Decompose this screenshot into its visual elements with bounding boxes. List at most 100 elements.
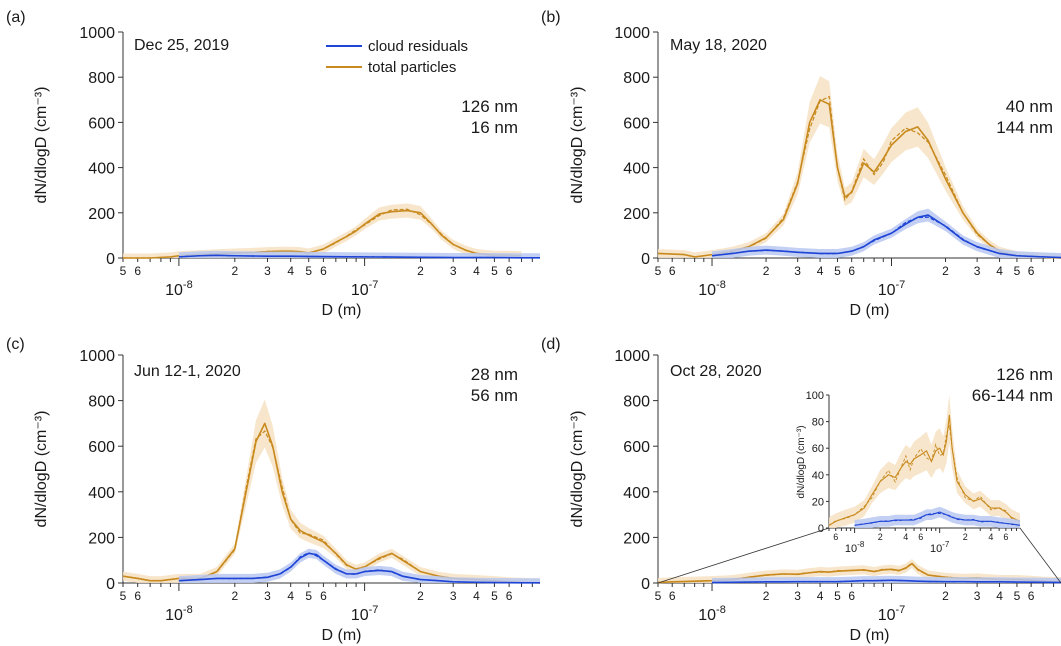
x-minor-tick-label: 4 — [287, 589, 294, 603]
y-tick-label: 800 — [623, 394, 650, 411]
inset-x-minor-tick-label: 2 — [963, 532, 968, 542]
x-axis-label: D (m) — [850, 627, 890, 644]
y-tick-label: 600 — [88, 439, 115, 456]
total-particles-band — [658, 76, 1061, 258]
y-tick-label: 1000 — [614, 348, 650, 365]
x-minor-tick-label: 5 — [120, 589, 127, 603]
panel-label-a: (a) — [6, 9, 26, 26]
x-major-tick-label: 10-7 — [878, 604, 906, 624]
y-tick-label: 0 — [106, 576, 115, 593]
y-tick-label: 400 — [623, 485, 650, 502]
x-major-tick-label: 10-7 — [351, 604, 379, 624]
y-tick-label: 200 — [623, 206, 650, 223]
x-minor-tick-label: 6 — [848, 589, 855, 603]
y-tick-label: 600 — [623, 115, 650, 132]
x-minor-tick-label: 2 — [942, 264, 949, 278]
x-minor-tick-label: 6 — [134, 589, 141, 603]
panel-label-b: (b) — [541, 9, 561, 26]
y-tick-label: 1000 — [614, 25, 650, 42]
x-minor-tick-label: 3 — [974, 589, 981, 603]
y-tick-label: 1000 — [79, 25, 115, 42]
x-minor-tick-label: 5 — [834, 589, 841, 603]
x-minor-tick-label: 5 — [655, 264, 662, 278]
inset-x-major-tick-label: 10-8 — [845, 540, 865, 555]
legend-label-total: total particles — [368, 59, 456, 76]
x-minor-tick-label: 4 — [817, 264, 824, 278]
inset-y-tick-label: 20 — [812, 496, 824, 508]
x-minor-tick-label: 2 — [231, 264, 238, 278]
panel-label-d: (d) — [541, 336, 561, 353]
inset-connector-right — [1019, 527, 1061, 584]
inset-total-line — [828, 414, 1021, 526]
y-tick-label: 400 — [88, 485, 115, 502]
size-total-c: 28 nm — [471, 365, 518, 384]
x-minor-tick-label: 5 — [655, 589, 662, 603]
legend: cloud residuals total particles — [326, 38, 468, 76]
total-particles-band — [123, 399, 540, 583]
inset-x-major-tick-label: 10-7 — [930, 540, 950, 555]
y-tick-label: 0 — [641, 576, 650, 593]
x-minor-tick-label: 2 — [763, 589, 770, 603]
x-minor-tick-label: 5 — [491, 589, 498, 603]
x-minor-tick-label: 6 — [848, 264, 855, 278]
x-minor-tick-label: 5 — [1014, 589, 1021, 603]
y-axis-label: dN/dlogD (cm⁻³) — [569, 411, 586, 528]
y-tick-label: 600 — [88, 115, 115, 132]
panel-a: (a) Dec 25, 2019 126 nm 16 nm cloud resi… — [6, 9, 541, 319]
x-minor-tick-label: 6 — [134, 264, 141, 278]
inset-connector-left — [657, 527, 830, 584]
inset-residual-dashed-line — [854, 513, 1021, 526]
total-particles-band — [658, 559, 1061, 583]
inset-total-band — [829, 395, 1020, 528]
total-particles-dashed-line — [122, 430, 541, 584]
x-minor-tick-label: 3 — [264, 589, 271, 603]
x-minor-tick-label: 4 — [287, 264, 294, 278]
inset-x-minor-tick-label: 6 — [918, 532, 923, 542]
x-minor-tick-label: 5 — [305, 589, 312, 603]
x-minor-tick-label: 5 — [491, 264, 498, 278]
x-major-tick-label: 10-7 — [351, 279, 379, 299]
size-total-b: 40 nm — [1006, 97, 1053, 116]
y-tick-label: 0 — [641, 251, 650, 268]
x-minor-tick-label: 4 — [817, 589, 824, 603]
x-minor-tick-label: 5 — [120, 264, 127, 278]
panel-b: (b) May 18, 2020 40 nm 144 nm 0 200 400 600… — [541, 9, 1061, 319]
inset-x-minor-tick-label: 6 — [833, 532, 838, 542]
cloud-residuals-band — [178, 548, 540, 583]
x-minor-tick-label: 4 — [996, 264, 1003, 278]
size-residual-a: 16 nm — [471, 118, 518, 137]
inset-x-minor-tick-label: 4 — [988, 532, 993, 542]
inset-y-tick-label: 100 — [806, 390, 824, 402]
chart-title-b: May 18, 2020 — [670, 37, 767, 54]
y-tick-label: 800 — [88, 70, 115, 87]
x-minor-tick-label: 6 — [506, 589, 513, 603]
chart-title-c: Jun 12-1, 2020 — [134, 363, 241, 380]
panel-label-c: (c) — [6, 336, 25, 353]
y-tick-label: 800 — [88, 394, 115, 411]
x-minor-tick-label: 2 — [417, 589, 424, 603]
inset-y-tick-label: 0 — [818, 523, 824, 535]
x-minor-tick-label: 6 — [669, 589, 676, 603]
size-residual-b: 144 nm — [996, 118, 1053, 137]
total-particles-band — [123, 203, 522, 258]
chart-title-a: Dec 25, 2019 — [134, 37, 229, 54]
y-tick-label: 400 — [623, 161, 650, 178]
x-minor-tick-label: 3 — [794, 264, 801, 278]
x-major-tick-label: 10-8 — [165, 604, 193, 624]
x-minor-tick-label: 5 — [834, 264, 841, 278]
y-axis-label: dN/dlogD (cm⁻³) — [569, 87, 586, 204]
x-minor-tick-label: 6 — [1028, 264, 1035, 278]
y-tick-label: 800 — [623, 70, 650, 87]
x-minor-tick-label: 3 — [264, 264, 271, 278]
x-minor-tick-label: 4 — [473, 589, 480, 603]
cloud-residuals-dashed-line — [178, 552, 541, 584]
panel-c: (c) Jun 12-1, 2020 28 nm 56 nm 0 200 400 60… — [6, 336, 541, 644]
inset-y-tick-label: 40 — [812, 470, 824, 482]
x-major-tick-label: 10-8 — [165, 279, 193, 299]
x-major-tick-label: 10-8 — [698, 604, 726, 624]
x-minor-tick-label: 4 — [473, 264, 480, 278]
x-minor-tick-label: 3 — [794, 589, 801, 603]
